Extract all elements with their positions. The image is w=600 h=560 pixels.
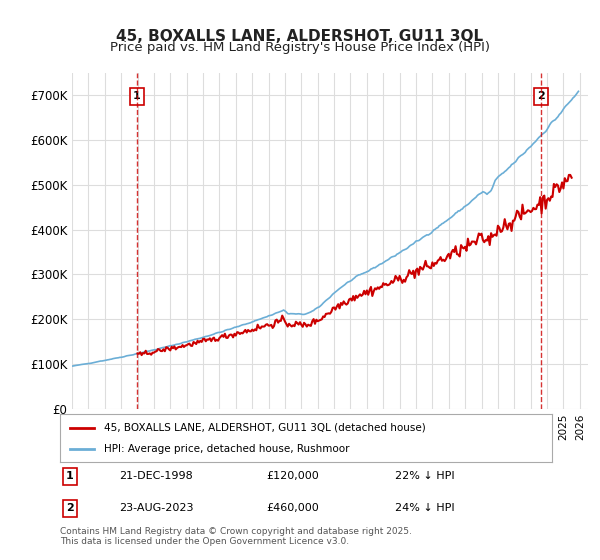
Text: 1: 1 xyxy=(66,471,74,481)
Text: 1: 1 xyxy=(133,91,141,101)
Text: 23-AUG-2023: 23-AUG-2023 xyxy=(119,503,194,514)
Text: 45, BOXALLS LANE, ALDERSHOT, GU11 3QL (detached house): 45, BOXALLS LANE, ALDERSHOT, GU11 3QL (d… xyxy=(104,423,426,433)
Text: HPI: Average price, detached house, Rushmoor: HPI: Average price, detached house, Rush… xyxy=(104,444,350,454)
Text: 45, BOXALLS LANE, ALDERSHOT, GU11 3QL: 45, BOXALLS LANE, ALDERSHOT, GU11 3QL xyxy=(116,29,484,44)
Text: 21-DEC-1998: 21-DEC-1998 xyxy=(119,471,193,481)
Text: 24% ↓ HPI: 24% ↓ HPI xyxy=(395,503,454,514)
Text: 22% ↓ HPI: 22% ↓ HPI xyxy=(395,471,454,481)
Text: Contains HM Land Registry data © Crown copyright and database right 2025.
This d: Contains HM Land Registry data © Crown c… xyxy=(60,526,412,546)
Text: 2: 2 xyxy=(66,503,74,514)
Text: £120,000: £120,000 xyxy=(266,471,319,481)
Text: £460,000: £460,000 xyxy=(266,503,319,514)
Text: Price paid vs. HM Land Registry's House Price Index (HPI): Price paid vs. HM Land Registry's House … xyxy=(110,41,490,54)
Text: 2: 2 xyxy=(537,91,545,101)
